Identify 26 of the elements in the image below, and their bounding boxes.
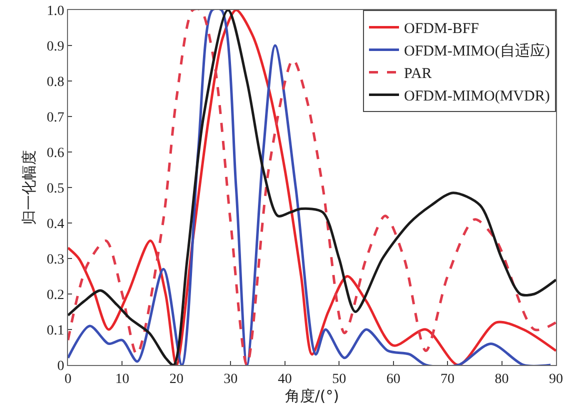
- y-tick-label: 1.0: [46, 4, 64, 19]
- y-tick-label: 0.4: [46, 216, 64, 232]
- x-tick-label: 80: [494, 372, 509, 387]
- y-tick-label: 0.1: [46, 323, 64, 338]
- y-tick-label: 0.3: [46, 252, 64, 268]
- y-axis-title: 归一化幅度: [20, 150, 38, 225]
- x-axis-title: 角度/(°): [284, 386, 340, 405]
- y-tick-label: 0.8: [46, 74, 64, 90]
- x-tick-label: 70: [440, 372, 455, 387]
- x-tick-label: 30: [224, 372, 238, 387]
- y-tick-label: 0: [57, 358, 64, 374]
- x-tick-label: 60: [386, 372, 400, 387]
- x-tick-label: 90: [549, 372, 563, 387]
- legend-label: PAR: [404, 66, 432, 82]
- y-tick-label: 0.9: [46, 39, 64, 54]
- y-tick-label: 0.7: [46, 110, 64, 126]
- legend-label: OFDM-BFF: [404, 21, 480, 38]
- y-tick-label: 0.2: [46, 288, 64, 303]
- legend-label: OFDM-MIMO(自适应): [404, 42, 550, 60]
- x-tick-label: 10: [115, 372, 130, 387]
- y-tick-label: 0.5: [46, 181, 64, 196]
- legend-label: OFDM-MIMO(MVDR): [404, 88, 550, 105]
- x-tick-label: 40: [278, 372, 292, 387]
- x-tick-label: 20: [169, 372, 184, 387]
- y-tick-label: 0.6: [46, 146, 64, 161]
- x-tick-label: 50: [332, 372, 346, 387]
